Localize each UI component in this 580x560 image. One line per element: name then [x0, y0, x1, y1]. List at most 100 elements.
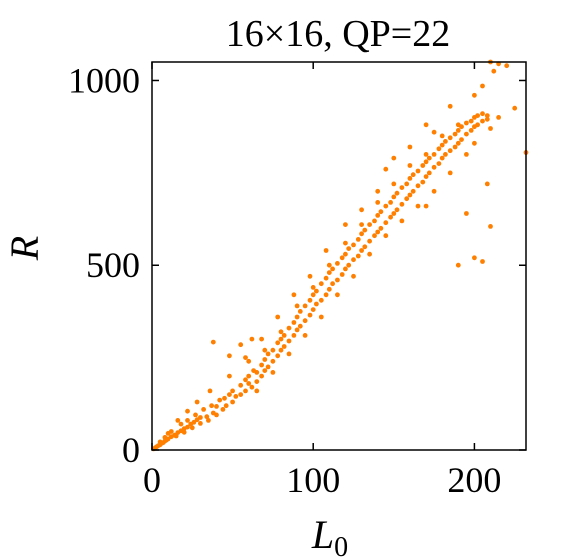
scatter-point: [399, 201, 405, 207]
scatter-point: [185, 418, 190, 423]
scatter-point: [391, 155, 397, 161]
scatter-point: [230, 399, 236, 405]
scatter-point: [281, 333, 287, 338]
scatter-point: [455, 127, 461, 133]
x-tick-label: 0: [143, 460, 161, 500]
scatter-point: [254, 379, 260, 384]
scatter-point: [278, 336, 284, 342]
scatter-point: [265, 351, 271, 357]
scatter-point: [423, 122, 429, 128]
scatter-point: [194, 399, 200, 405]
scatter-point: [391, 181, 397, 187]
scatter-point: [343, 240, 348, 246]
scatter-point: [420, 163, 426, 168]
scatter-points: [151, 59, 529, 452]
scatter-point: [455, 122, 461, 128]
scatter-point: [480, 118, 485, 124]
x-tick-label: 100: [286, 460, 340, 500]
scatter-point: [323, 292, 329, 298]
scatter-point: [464, 211, 469, 216]
scatter-point: [238, 392, 244, 397]
scatter-point: [238, 382, 244, 388]
scatter-point: [323, 275, 329, 281]
scatter-point: [452, 131, 458, 137]
scatter-point: [175, 418, 181, 423]
scatter-point: [259, 362, 264, 368]
scatter-point: [246, 373, 252, 379]
scatter-point: [330, 266, 335, 272]
scatter-point: [367, 222, 372, 228]
scatter-point: [302, 303, 308, 309]
scatter-point: [410, 188, 416, 194]
scatter-point: [278, 329, 284, 335]
scatter-point: [270, 370, 276, 375]
plot-frame: [151, 61, 527, 451]
scatter-point: [351, 257, 356, 263]
scatter-point: [259, 373, 264, 379]
scatter-point: [302, 318, 308, 324]
scatter-point: [447, 170, 453, 176]
scatter-point: [475, 122, 480, 128]
scatter-point: [227, 353, 232, 359]
scatter-point: [307, 297, 313, 303]
scatter-point: [286, 325, 292, 331]
scatter-point: [318, 281, 324, 287]
scatter-point: [407, 163, 413, 168]
scatter-point: [362, 227, 368, 233]
scatter-point: [207, 388, 213, 394]
scatter-point: [339, 272, 345, 277]
scatter-point: [270, 347, 276, 353]
chart-title: 16×16, QP=22: [226, 13, 450, 55]
scatter-point: [423, 152, 429, 157]
scatter-point: [472, 255, 477, 261]
scatter-point: [343, 222, 348, 228]
scatter-point: [431, 152, 437, 157]
scatter-point: [410, 172, 416, 178]
scatter-point: [388, 200, 393, 205]
scatter-point: [388, 214, 393, 220]
scatter-point: [455, 262, 461, 268]
scatter-point: [326, 262, 332, 268]
scatter-point: [206, 418, 211, 423]
scatter-point: [455, 140, 461, 146]
scatter-point: [168, 429, 174, 434]
y-axis-ticks: 0 500 1000: [68, 60, 526, 470]
scatter-point: [181, 429, 187, 435]
scatter-point: [318, 297, 324, 303]
scatter-point: [504, 63, 510, 69]
scatter-point: [375, 188, 381, 194]
scatter-point: [355, 237, 361, 242]
scatter-point: [488, 126, 493, 131]
scatter-point: [362, 244, 368, 250]
scatter-point: [330, 281, 335, 287]
scatter-point: [394, 190, 400, 196]
scatter-point: [383, 166, 389, 172]
scatter-point: [439, 155, 445, 161]
scatter-point: [468, 127, 474, 133]
scatter-point: [484, 113, 490, 118]
scatter-point: [310, 285, 316, 290]
scatter-point: [314, 288, 319, 294]
scatter-point: [294, 327, 300, 333]
scatter-point: [404, 181, 410, 187]
scatter-point: [214, 404, 219, 409]
scatter-point: [484, 116, 490, 122]
scatter-point: [157, 439, 163, 445]
scatter-point: [447, 148, 453, 154]
scatter-point: [310, 307, 316, 312]
scatter-point: [220, 407, 226, 412]
scatter-point: [436, 146, 442, 152]
scatter-point: [391, 194, 397, 200]
x-axis-ticks: 0 100 200: [143, 62, 501, 500]
scatter-point: [420, 179, 426, 185]
scatter-point: [343, 251, 348, 257]
scatter-point: [472, 92, 477, 98]
scatter-point: [375, 213, 381, 218]
scatter-point: [399, 218, 405, 224]
scatter-point: [359, 222, 364, 228]
scatter-point: [415, 168, 421, 174]
scatter-point: [452, 144, 458, 150]
scatter-point: [464, 152, 469, 157]
scatter-point: [443, 139, 448, 144]
